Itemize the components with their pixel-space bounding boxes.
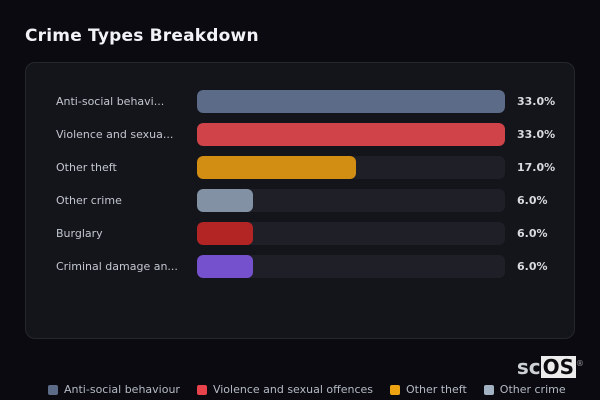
scos-logo: sc OS ®	[517, 356, 584, 378]
bar-fill[interactable]	[197, 156, 356, 179]
value-label: 6.0%	[517, 194, 548, 207]
bar-fill[interactable]	[197, 222, 253, 245]
bar-track	[197, 123, 505, 146]
legend-item[interactable]: Anti-social behaviour	[48, 383, 180, 396]
value-label: 33.0%	[517, 95, 556, 108]
category-label: Burglary	[56, 227, 103, 240]
logo-boxed-text: OS	[540, 355, 576, 379]
registered-mark: ®	[576, 359, 584, 368]
category-label: Violence and sexua...	[56, 128, 174, 141]
legend-item[interactable]: Other theft	[390, 383, 467, 396]
bar-fill[interactable]	[197, 189, 253, 212]
bar-track	[197, 189, 505, 212]
legend-item[interactable]: Other crime	[483, 383, 566, 396]
chart-row: Other theft 17.0%	[26, 151, 574, 184]
bar-fill[interactable]	[197, 255, 253, 278]
value-label: 6.0%	[517, 227, 548, 240]
value-label: 33.0%	[517, 128, 556, 141]
value-label: 17.0%	[517, 161, 556, 174]
bar-track	[197, 90, 505, 113]
legend-label: Other crime	[499, 383, 566, 396]
legend-swatch	[483, 384, 494, 395]
category-label: Anti-social behavi...	[56, 95, 165, 108]
chart-row: Violence and sexua... 33.0%	[26, 118, 574, 151]
legend-label: Other theft	[406, 383, 467, 396]
bar-rows-container: Anti-social behavi... 33.0% Violence and s…	[26, 85, 574, 283]
category-label: Other theft	[56, 161, 117, 174]
bar-track	[197, 255, 505, 278]
bar-fill[interactable]	[197, 123, 505, 146]
value-label: 6.0%	[517, 260, 548, 273]
category-label: Other crime	[56, 194, 122, 207]
category-label: Criminal damage an...	[56, 260, 178, 273]
legend-item[interactable]: Violence and sexual offences	[196, 383, 373, 396]
chart-legend: Anti-social behaviour Violence and sexual…	[48, 383, 566, 396]
bar-track	[197, 222, 505, 245]
legend-label: Anti-social behaviour	[64, 383, 180, 396]
chart-row: Burglary 6.0%	[26, 217, 574, 250]
crime-types-chart-panel: Anti-social behavi... 33.0% Violence and s…	[25, 62, 575, 339]
chart-row: Other crime 6.0%	[26, 184, 574, 217]
legend-swatch	[390, 384, 400, 395]
bar-fill[interactable]	[197, 90, 505, 113]
logo-prefix-text: sc	[516, 355, 541, 379]
page-title: Crime Types Breakdown	[25, 26, 259, 46]
chart-row: Anti-social behavi... 33.0%	[26, 85, 574, 118]
bar-track	[197, 156, 505, 179]
legend-label: Violence and sexual offences	[212, 383, 373, 396]
legend-swatch	[196, 384, 207, 395]
chart-row: Criminal damage an... 6.0%	[26, 250, 574, 283]
legend-swatch	[48, 384, 58, 395]
